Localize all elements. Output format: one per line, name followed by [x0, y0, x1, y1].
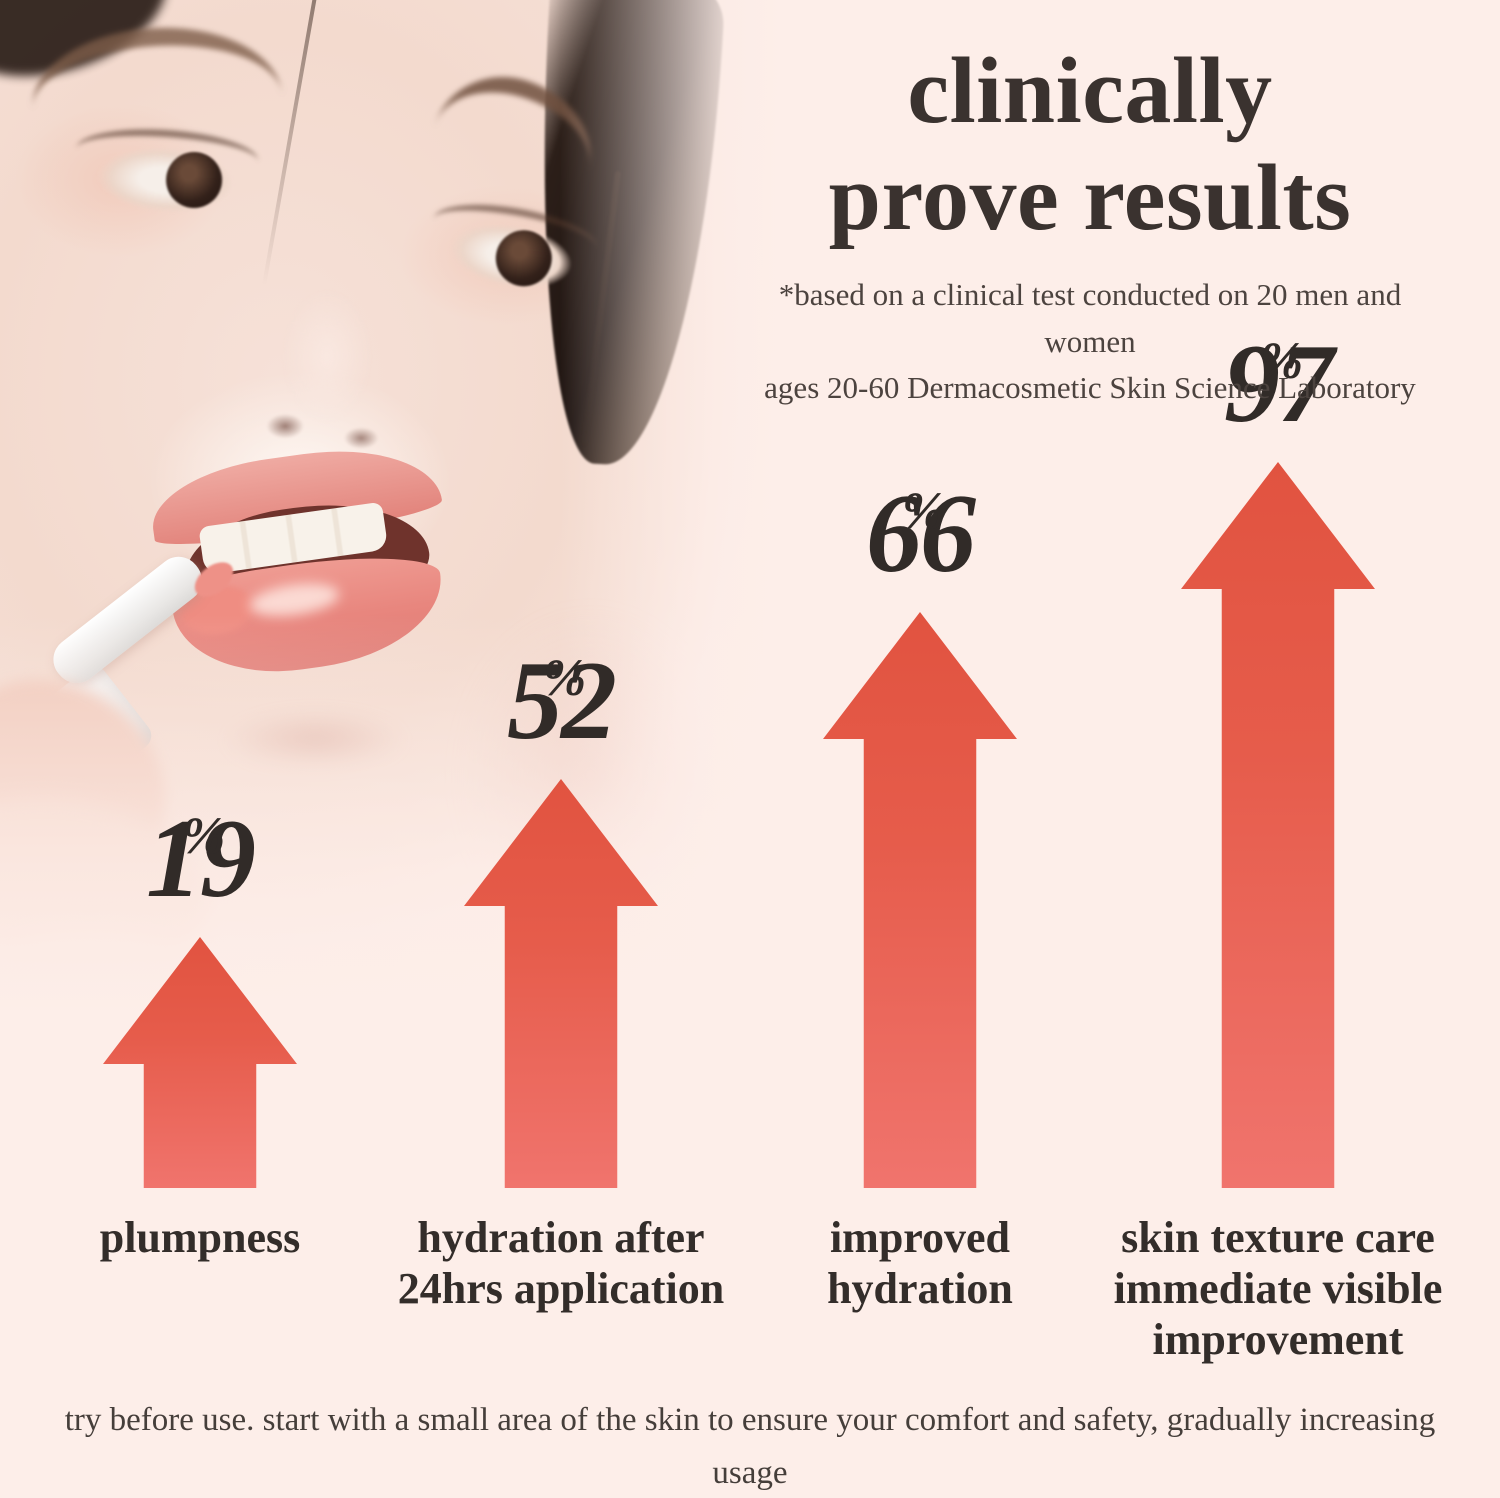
percent-digits: 66: [865, 471, 976, 596]
growth-arrow: [1181, 462, 1375, 1188]
category-label-line: hydration: [827, 1264, 1013, 1314]
category-label-line: improvement: [1152, 1315, 1404, 1365]
percent-digits: 19: [145, 796, 256, 921]
page-title: clinically prove results: [730, 38, 1450, 252]
note-line-2: ages 20-60 Dermacosmetic Skin Science La…: [764, 370, 1416, 406]
category-label-line: plumpness: [99, 1213, 301, 1262]
usage-disclaimer: try before use. start with a small area …: [40, 1394, 1460, 1498]
percent-sign: %: [901, 483, 945, 540]
note-line-1: *based on a clinical test conducted on 2…: [778, 277, 1402, 359]
header: clinically prove results *based on a cli…: [730, 38, 1450, 412]
growth-arrow: [464, 779, 658, 1188]
category-label: skin texture care immediate visible improv…: [1114, 1212, 1443, 1365]
percent-sign: %: [1259, 333, 1303, 390]
percent-digits: 52: [506, 638, 617, 763]
category-label-line: immediate visible: [1113, 1264, 1443, 1314]
category-label: improved hydration: [827, 1212, 1013, 1314]
percent-digits: 97: [1223, 321, 1334, 446]
category-label-line: hydration after: [417, 1213, 705, 1262]
growth-arrow: [823, 612, 1017, 1188]
category-label: hydration after 24hrs application: [398, 1212, 724, 1314]
category-label-line: 24hrs application: [397, 1264, 725, 1314]
model-photo: [0, 0, 800, 1060]
percent-value: 19%: [146, 761, 256, 915]
percent-value: 66%: [866, 436, 976, 590]
title-line-1: clinically: [907, 39, 1273, 143]
clinical-test-note: *based on a clinical test conducted on 2…: [730, 272, 1450, 412]
percent-sign: %: [181, 808, 225, 865]
disclaimer-line-1: try before use. start with a small area …: [64, 1402, 1436, 1491]
percent-value: 52%: [507, 603, 617, 757]
category-label: plumpness: [100, 1212, 301, 1263]
percent-value: 97%: [1224, 286, 1334, 440]
category-label-line: skin texture care: [1121, 1213, 1435, 1262]
percent-sign: %: [542, 650, 586, 707]
category-label-line: improved: [829, 1213, 1011, 1262]
photo-fade-overlay: [0, 0, 800, 1060]
growth-arrow: [103, 937, 297, 1188]
title-line-2: prove results: [828, 146, 1352, 251]
